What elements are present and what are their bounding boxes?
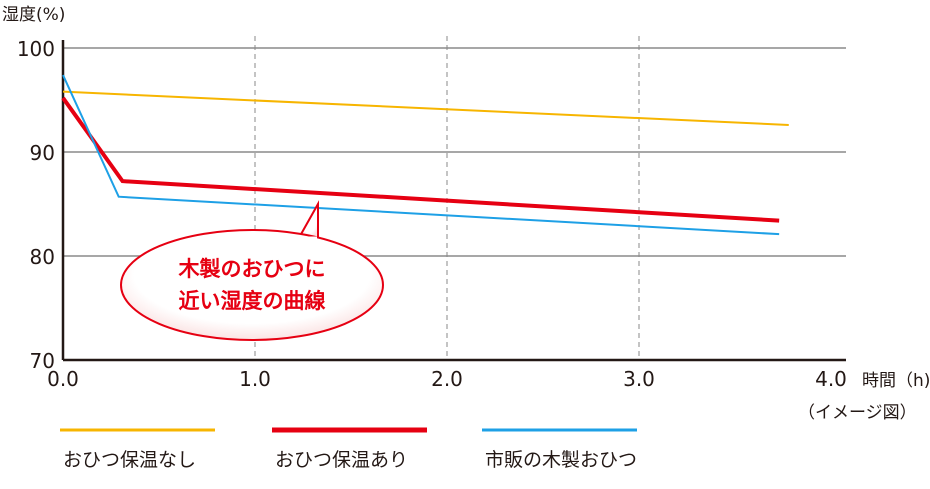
- series-line-2: [61, 96, 780, 223]
- y-tick-label: 90: [30, 141, 55, 165]
- x-tick-label: 3.0: [623, 367, 655, 391]
- callout-bubble: 木製のおひつに 近い湿度の曲線: [120, 200, 384, 341]
- image-note: （イメージ図）: [798, 403, 917, 423]
- x-tick-label: 0.0: [47, 367, 79, 391]
- x-tick-label: 1.0: [239, 367, 271, 391]
- legend-label: おひつ保温あり: [275, 449, 408, 471]
- legend-label: 市販の木製おひつ: [485, 449, 637, 471]
- legend-label: おひつ保温なし: [63, 449, 196, 471]
- y-tick-label: 100: [17, 37, 55, 61]
- x-tick-label: 2.0: [431, 367, 463, 391]
- x-axis-label: 時間（h): [862, 371, 930, 391]
- series-line-3: [62, 74, 780, 236]
- x-tick-label: 4.0: [815, 367, 847, 391]
- y-axis-label: 湿度(%): [2, 5, 65, 25]
- series-line-1: [62, 90, 789, 126]
- callout-line-2: 近い湿度の曲線: [179, 289, 326, 313]
- y-tick-label: 80: [30, 245, 55, 269]
- y-tick-label: 70: [30, 349, 55, 373]
- callout-line-1: 木製のおひつに: [178, 257, 326, 281]
